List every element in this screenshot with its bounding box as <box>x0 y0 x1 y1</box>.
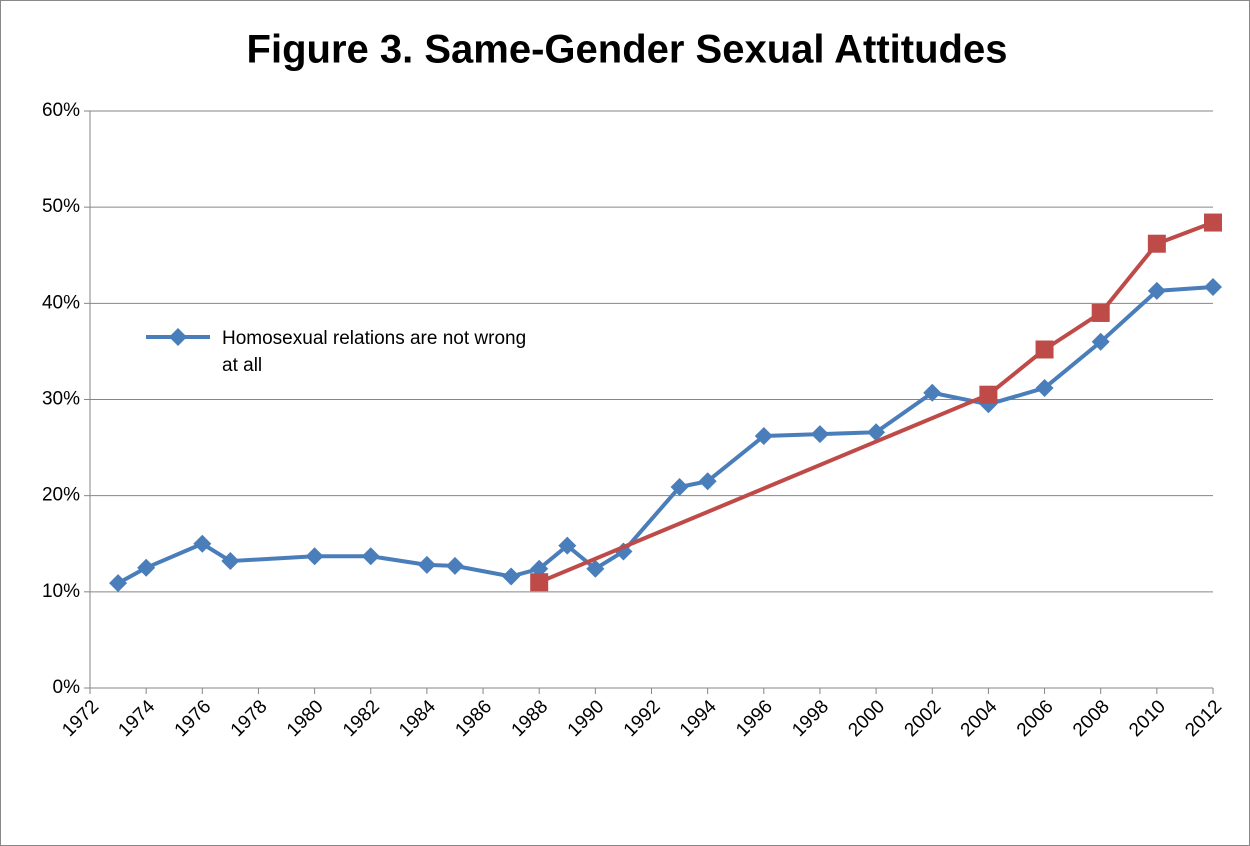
y-tick-label: 60% <box>42 100 80 121</box>
data-point <box>1147 234 1166 253</box>
data-point <box>109 574 128 593</box>
y-tick-label: 30% <box>42 389 80 410</box>
data-point <box>558 536 577 555</box>
data-point <box>137 558 156 577</box>
data-point <box>1147 281 1166 300</box>
legend-marker <box>169 328 187 346</box>
data-point <box>810 425 829 444</box>
data-point <box>1204 213 1222 232</box>
data-point <box>530 573 549 592</box>
y-tick-label: 0% <box>53 677 81 698</box>
data-point <box>670 478 689 497</box>
data-point <box>1091 303 1110 322</box>
y-tick-label: 20% <box>42 485 80 506</box>
data-point <box>698 472 717 491</box>
y-tick-label: 50% <box>42 196 80 217</box>
y-tick-label: 10% <box>42 581 80 602</box>
data-point <box>1091 332 1110 351</box>
data-point <box>221 552 240 571</box>
data-point <box>193 534 212 553</box>
series-line <box>538 220 1214 585</box>
data-point <box>586 559 605 578</box>
data-point <box>923 383 942 402</box>
data-point <box>1035 340 1054 359</box>
data-point <box>867 423 886 442</box>
data-point <box>979 385 998 404</box>
data-point <box>361 547 380 566</box>
data-point <box>1204 277 1222 296</box>
data-point <box>305 547 324 566</box>
y-tick-label: 40% <box>42 292 80 313</box>
legend-label: Homosexual relations are not wrong at al… <box>222 328 527 376</box>
series-line <box>117 284 1214 585</box>
data-point <box>502 567 521 586</box>
data-point <box>1035 378 1054 397</box>
data-point <box>445 556 464 575</box>
chart-title: Figure 3. Same-Gender Sexual Attitudes <box>247 28 1008 72</box>
data-point <box>754 427 773 446</box>
data-point <box>417 555 436 574</box>
